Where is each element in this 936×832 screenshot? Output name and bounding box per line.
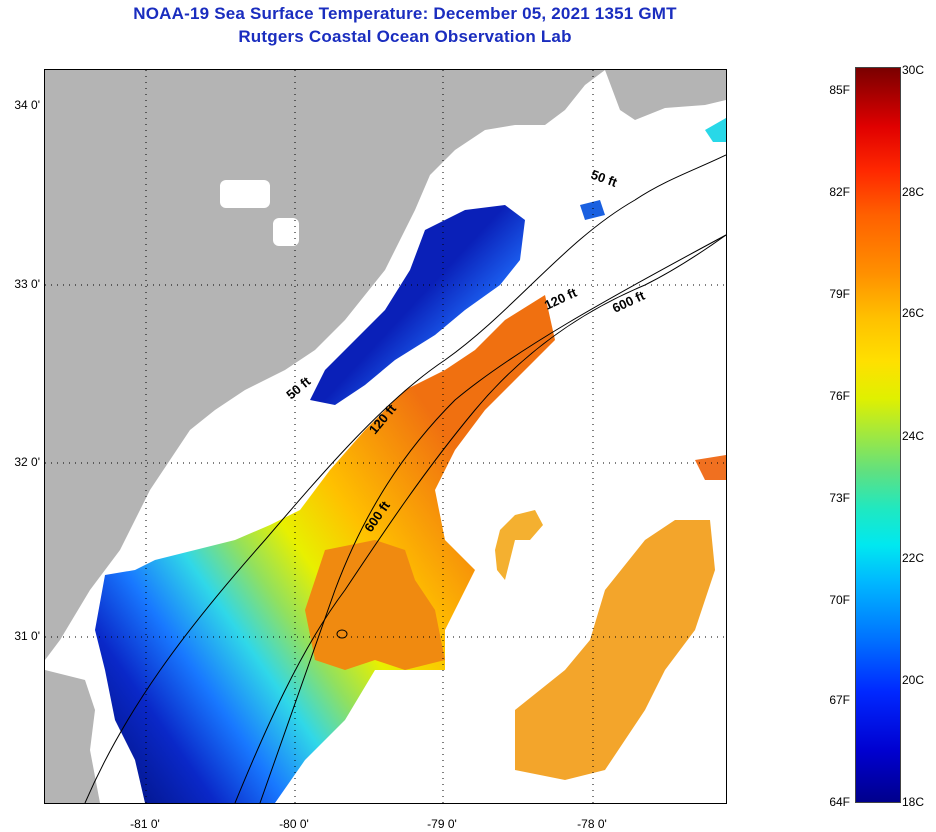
- depth-contours: [84, 154, 726, 803]
- sst-nearshore-band: [310, 205, 525, 405]
- sst-offshore-east: [515, 520, 715, 780]
- lat-label: 32 0': [14, 455, 40, 469]
- map-subtitle: Rutgers Coastal Ocean Observation Lab: [238, 27, 572, 46]
- sst-small-blue: [580, 200, 605, 220]
- inland-lake: [273, 218, 299, 246]
- colorbar-c-label: 24C: [902, 429, 925, 443]
- lon-label: -78 0': [577, 817, 607, 831]
- lat-label: 34 0': [14, 98, 40, 112]
- contour-label: 50 ft: [283, 373, 314, 402]
- colorbar-c-label: 30C: [902, 63, 925, 77]
- colorbar-c-label: 18C: [902, 795, 925, 809]
- lon-label: -81 0': [130, 817, 160, 831]
- land-bottom-left: [45, 670, 100, 803]
- colorbar-c-label: 22C: [902, 551, 925, 565]
- lon-label: -79 0': [427, 817, 457, 831]
- sst-map-canvas: 50 ft 120 ft 600 ft 50 ft 120 ft 600 ft: [45, 70, 726, 803]
- map-title: NOAA-19 Sea Surface Temperature: Decembe…: [133, 4, 677, 23]
- colorbar-f-label: 76F: [829, 389, 850, 403]
- colorbar-c-label: 20C: [902, 673, 925, 687]
- colorbar-f-label: 67F: [829, 693, 850, 707]
- contour-label: 50 ft: [589, 167, 620, 190]
- colorbar-f-label: 85F: [829, 83, 850, 97]
- land-coast-corner: [605, 70, 726, 120]
- land-mass: [45, 70, 605, 660]
- sst-offshore-hook: [495, 510, 543, 580]
- sst-main-plume: [95, 295, 555, 803]
- graticule: [45, 70, 726, 803]
- sst-small-patch: [705, 118, 726, 142]
- contour-label: 120 ft: [542, 284, 580, 312]
- colorbar-f-label: 82F: [829, 185, 850, 199]
- colorbar-c-label: 28C: [902, 185, 925, 199]
- temperature-colorbar: [855, 67, 901, 803]
- colorbar-f-label: 70F: [829, 593, 850, 607]
- colorbar-f-label: 73F: [829, 491, 850, 505]
- lat-label: 33 0': [14, 277, 40, 291]
- colorbar-c-label: 26C: [902, 306, 925, 320]
- colorbar-f-label: 64F: [829, 795, 850, 809]
- lat-label: 31 0': [14, 629, 40, 643]
- lon-label: -80 0': [279, 817, 309, 831]
- colorbar-f-label: 79F: [829, 287, 850, 301]
- sst-east-edge: [695, 455, 726, 480]
- inland-lake-2: [220, 180, 270, 208]
- sst-map: 50 ft 120 ft 600 ft 50 ft 120 ft 600 ft: [44, 69, 727, 804]
